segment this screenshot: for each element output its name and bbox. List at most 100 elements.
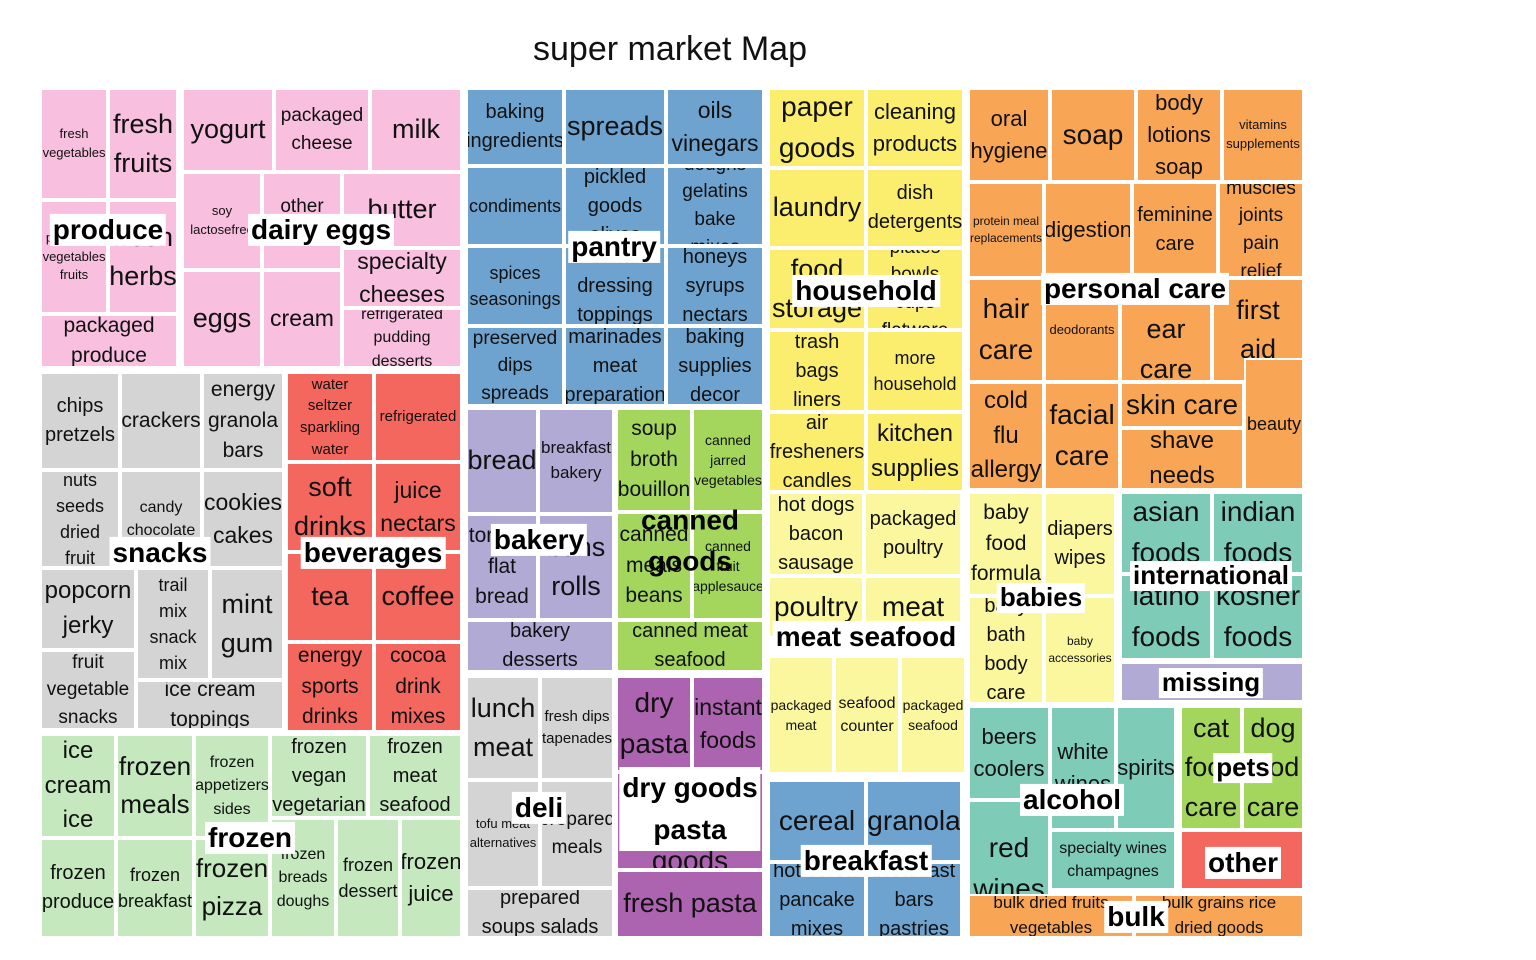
cell-deli-fresh-dips-tapenades[interactable]: fresh dips tapenades — [540, 676, 614, 780]
cell-beverages-tea[interactable]: tea — [286, 552, 374, 642]
cell-meat-seafood-packaged-poultry[interactable]: packaged poultry — [864, 492, 962, 576]
cell-frozen-frozen-vegan-vegetarian[interactable]: frozen vegan vegetarian — [270, 734, 368, 818]
cell-snacks-energy-granola-bars[interactable]: energy granola bars — [202, 372, 284, 470]
cell-household-kitchen-supplies[interactable]: kitchen supplies — [866, 412, 964, 492]
cell-pets-cat-food-care[interactable]: cat food care — [1180, 706, 1242, 830]
cell-frozen-frozen-breakfast[interactable]: frozen breakfast — [116, 838, 194, 938]
cell-personal-care-deodorants[interactable]: deodorants — [1044, 278, 1120, 382]
cell-personal-care-shave-needs[interactable]: shave needs — [1120, 428, 1244, 490]
cell-meat-seafood-packaged-seafood[interactable]: packaged seafood — [900, 656, 966, 774]
cell-personal-care-protein-meal-replacements[interactable]: protein meal replacements — [968, 182, 1044, 278]
cell-frozen-frozen-juice[interactable]: frozen juice — [400, 818, 462, 938]
cell-snacks-trail-mix-snack-mix[interactable]: trail mix snack mix — [136, 568, 210, 680]
cell-breakfast-breakfast-bars-pastries[interactable]: breakfast bars pastries — [866, 862, 962, 938]
cell-deli-lunch-meat[interactable]: lunch meat — [466, 676, 540, 780]
cell-snacks-cookies-cakes[interactable]: cookies cakes — [202, 470, 284, 568]
cell-personal-care-body-lotions-soap[interactable]: body lotions soap — [1136, 88, 1222, 182]
cell-babies-diapers-wipes[interactable]: diapers wipes — [1044, 492, 1116, 596]
cell-frozen-frozen-appetizers-sides[interactable]: frozen appetizers sides — [194, 734, 270, 838]
cell-household-more-household[interactable]: more household — [866, 330, 964, 412]
cell-meat-seafood-poultry[interactable]: poultry — [768, 576, 864, 638]
cell-dairy-eggs-packaged-cheese[interactable]: packaged cheese — [274, 88, 370, 172]
cell-dairy-eggs-specialty-cheeses[interactable]: specialty cheeses — [342, 248, 462, 308]
cell-household-plates-bowls-cups-flatware[interactable]: platesbowls cupsflatware — [866, 248, 964, 330]
cell-canned-goods-canned-jarred-vegetables[interactable]: canned jarred vegetables — [692, 408, 764, 512]
cell-produce-packaged-produce[interactable]: packaged produce — [40, 314, 178, 368]
cell-beverages-juice-nectars[interactable]: juice nectars — [374, 462, 462, 552]
cell-snacks-mint-gum[interactable]: mint gum — [210, 568, 284, 680]
cell-personal-care-digestion[interactable]: digestion — [1044, 182, 1132, 278]
cell-pantry-oils-vinegars[interactable]: oils vinegars — [666, 88, 764, 166]
cell-pantry-spreads[interactable]: spreads — [564, 88, 666, 166]
cell-produce-packaged-vegetables-fruits[interactable]: packaged vegetables fruits — [40, 200, 108, 314]
cell-canned-goods-canned-fruit-applesauce[interactable]: canned fruit applesauce — [692, 512, 764, 620]
cell-meat-seafood-seafood-counter[interactable]: seafood counter — [834, 656, 900, 774]
cell-canned-goods-soup-broth-bouillon[interactable]: soup broth bouillon — [616, 408, 692, 512]
cell-beverages-water-seltzer-sparkling-water[interactable]: water seltzer sparkling water — [286, 372, 374, 462]
cell-dry-goods-pasta-instant-foods[interactable]: instant foods — [692, 676, 764, 772]
cell-beverages-cocoa-drink-mixes[interactable]: cocoa drink mixes — [374, 642, 462, 732]
cell-snacks-nuts-seeds-dried-fruit[interactable]: nuts seeds dried fruit — [40, 470, 120, 568]
cell-snacks-chips-pretzels[interactable]: chips pretzels — [40, 372, 120, 470]
cell-alcohol-spirits[interactable]: spirits — [1116, 706, 1176, 830]
cell-personal-care-skin-care[interactable]: skin care — [1120, 382, 1244, 428]
cell-babies-baby-food-formula[interactable]: baby food formula — [968, 492, 1044, 596]
cell-international-asian-foods[interactable]: asian foods — [1120, 492, 1212, 574]
cell-bakery-bakery-desserts[interactable]: bakery desserts — [466, 620, 614, 672]
cell-snacks-crackers[interactable]: crackers — [120, 372, 202, 470]
cell-breakfast-granola[interactable]: granola — [866, 780, 962, 862]
cell-household-trash-bags-liners[interactable]: trash bags liners — [768, 330, 866, 412]
cell-bakery-bread[interactable]: bread — [466, 408, 538, 514]
cell-household-dish-detergents[interactable]: dish detergents — [866, 168, 964, 248]
cell-pantry-spices-seasonings[interactable]: spices seasonings — [466, 246, 564, 326]
cell-meat-seafood-hot-dogs-bacon-sausage[interactable]: hot dogs bacon sausage — [768, 492, 864, 576]
cell-household-paper-goods[interactable]: paper goods — [768, 88, 866, 168]
cell-personal-care-soap[interactable]: soap — [1050, 88, 1136, 182]
cell-bulk-bulk-grains-rice-dried-goods[interactable]: bulk grains rice dried goods — [1134, 894, 1304, 938]
cell-dairy-eggs-yogurt[interactable]: yogurt — [182, 88, 274, 172]
cell-personal-care-oral-hygiene[interactable]: oral hygiene — [968, 88, 1050, 182]
cell-frozen-frozen-produce[interactable]: frozen produce — [40, 838, 116, 938]
cell-household-food-storage[interactable]: food storage — [768, 248, 866, 330]
cell-household-laundry[interactable]: laundry — [768, 168, 866, 248]
cell-personal-care-eye-ear-care[interactable]: eye ear care — [1120, 278, 1212, 382]
cell-dairy-eggs-cream[interactable]: cream — [262, 270, 342, 368]
cell-deli-prepared-soups-salads[interactable]: prepared soups salads — [466, 888, 614, 938]
cell-meat-seafood-meat[interactable]: meat — [864, 576, 962, 638]
cell-snacks-popcorn-jerky[interactable]: popcorn jerky — [40, 568, 136, 650]
cell-produce-fresh-herbs[interactable]: fresh herbs — [108, 200, 178, 314]
cell-deli-prepared-meals[interactable]: prepared meals — [540, 780, 614, 888]
cell-bakery-buns-rolls[interactable]: buns rolls — [538, 514, 614, 620]
cell-international-kosher-foods[interactable]: kosher foods — [1212, 574, 1304, 660]
cell-dry-goods-pasta-fresh-pasta[interactable]: fresh pasta — [616, 870, 764, 938]
cell-dairy-eggs-eggs[interactable]: eggs — [182, 270, 262, 368]
cell-beverages-soft-drinks[interactable]: soft drinks — [286, 462, 374, 552]
cell-pets-dog-food-care[interactable]: dog food care — [1242, 706, 1304, 830]
cell-personal-care-facial-care[interactable]: facial care — [1044, 382, 1120, 490]
cell-other-other[interactable] — [1180, 830, 1304, 890]
cell-bakery-breakfast-bakery[interactable]: breakfast bakery — [538, 408, 614, 514]
cell-babies-baby-accessories[interactable]: baby accessories — [1044, 596, 1116, 704]
cell-household-air-fresheners-candles[interactable]: air fresheners candles — [768, 412, 866, 492]
cell-international-indian-foods[interactable]: indian foods — [1212, 492, 1304, 574]
cell-produce-fresh-fruits[interactable]: fresh fruits — [108, 88, 178, 200]
cell-meat-seafood-packaged-meat[interactable]: packaged meat — [768, 656, 834, 774]
cell-beverages-energy-sports-drinks[interactable]: energy sports drinks — [286, 642, 374, 732]
cell-frozen-frozen-pizza[interactable]: frozen pizza — [194, 838, 270, 938]
cell-babies-baby-bath-body-care[interactable]: baby bath body care — [968, 596, 1044, 704]
cell-snacks-candy-chocolate[interactable]: candy chocolate — [120, 470, 202, 568]
cell-produce-fresh-vegetables[interactable]: fresh vegetables — [40, 88, 108, 200]
cell-pantry-condiments[interactable]: condiments — [466, 166, 564, 246]
cell-dairy-eggs-other-cheeses[interactable]: other cheeses — [262, 172, 342, 270]
cell-pantry-pickled-goods-olives[interactable]: pickled goods olives — [564, 166, 666, 246]
cell-dry-goods-pasta-dry-pasta[interactable]: dry pasta — [616, 676, 692, 772]
cell-dairy-eggs-milk[interactable]: milk — [370, 88, 462, 172]
cell-canned-goods-canned-meat-seafood[interactable]: canned meat seafood — [616, 620, 764, 672]
cell-dairy-eggs-soy-lactosefree[interactable]: soy lactosefree — [182, 172, 262, 270]
cell-beverages-coffee[interactable]: coffee — [374, 552, 462, 642]
cell-frozen-frozen-meat-seafood[interactable]: frozen meat seafood — [368, 734, 462, 818]
cell-alcohol-beers-coolers[interactable]: beers coolers — [968, 706, 1050, 800]
cell-pantry-marinades-meat-preparation[interactable]: marinades meat preparation — [564, 326, 666, 406]
cell-frozen-frozen-meals[interactable]: frozen meals — [116, 734, 194, 838]
cell-personal-care-feminine-care[interactable]: feminine care — [1132, 182, 1218, 278]
